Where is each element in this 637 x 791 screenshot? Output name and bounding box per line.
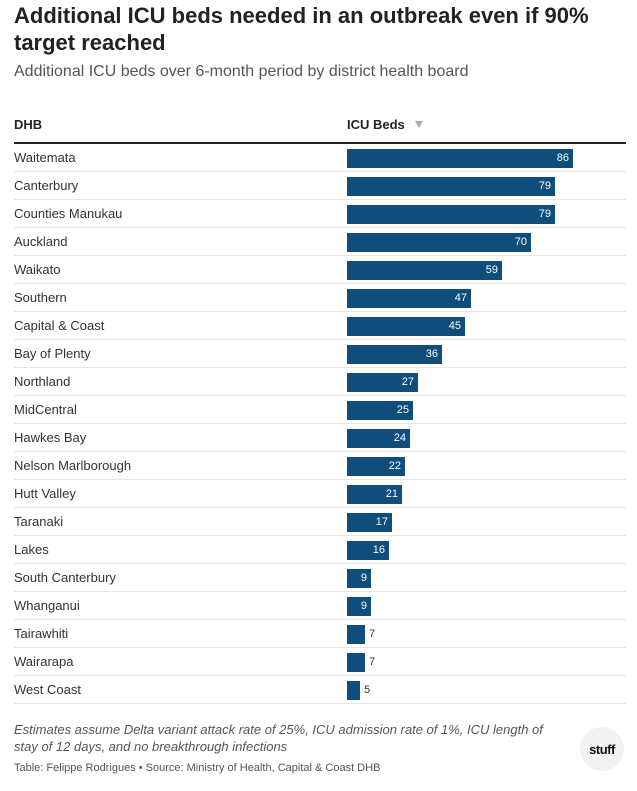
bar xyxy=(347,485,402,504)
dhb-name: Southern xyxy=(14,290,67,305)
bar-value-label: 17 xyxy=(375,516,388,528)
dhb-name: Wairarapa xyxy=(14,654,74,669)
bar-value-label: 9 xyxy=(360,572,367,584)
dhb-name: South Canterbury xyxy=(14,570,116,585)
footnote: Estimates assume Delta variant attack ra… xyxy=(14,722,543,754)
table-row: Lakes 16 xyxy=(14,536,626,564)
dhb-name: Tairawhiti xyxy=(14,626,69,641)
bar xyxy=(347,317,465,336)
bar-value-label: 24 xyxy=(393,432,406,444)
bar xyxy=(347,681,360,700)
table-row: Hutt Valley 21 xyxy=(14,480,626,508)
table-row: Bay of Plenty 36 xyxy=(14,340,626,368)
bar-value-label: 27 xyxy=(401,376,414,388)
dhb-name: Hawkes Bay xyxy=(14,430,87,445)
table-row: Capital & Coast 45 xyxy=(14,312,626,340)
table-row: Canterbury 79 xyxy=(14,172,626,200)
table-row: Northland 27 xyxy=(14,368,626,396)
table-body: Waitemata 86 Canterbury 79 Counties Manukau 7… xyxy=(14,144,626,704)
chart-title: Additional ICU beds needed in an outbrea… xyxy=(14,3,589,55)
table-row: Southern 47 xyxy=(14,284,626,312)
bar-value-label: 45 xyxy=(448,320,461,332)
bar-value-label: 70 xyxy=(514,236,527,248)
bar xyxy=(347,569,371,588)
table-row: Wairarapa 7 xyxy=(14,648,626,676)
column-header-dhb: DHB xyxy=(14,117,43,132)
bar-value-label: 25 xyxy=(396,404,409,416)
table-row: Hawkes Bay 24 xyxy=(14,424,626,452)
dhb-name: Waikato xyxy=(14,262,61,277)
table-row: Waikato 59 xyxy=(14,256,626,284)
data-table: DHB ICU Beds Waitemata 86 Canterbury 79 Coun… xyxy=(14,111,626,704)
dhb-name: Taranaki xyxy=(14,514,64,529)
chart-subtitle: Additional ICU beds over 6-month period … xyxy=(14,63,469,80)
column-header-icu-beds[interactable]: ICU Beds xyxy=(347,117,423,132)
dhb-name: Counties Manukau xyxy=(14,206,123,221)
dhb-name: Whanganui xyxy=(14,598,80,613)
sort-descending-icon[interactable] xyxy=(414,121,423,128)
bar xyxy=(347,653,365,672)
bar-value-label: 9 xyxy=(360,600,367,612)
bar xyxy=(347,429,410,448)
bar-value-label: 86 xyxy=(556,152,569,164)
stuff-logo[interactable]: stuff xyxy=(580,727,624,771)
dhb-name: Bay of Plenty xyxy=(14,346,91,361)
bar xyxy=(347,345,442,364)
bar xyxy=(347,541,389,560)
table-row: Taranaki 17 xyxy=(14,508,626,536)
dhb-name: Waitemata xyxy=(14,150,76,165)
dhb-name: Auckland xyxy=(14,234,68,249)
bar-value-label: 21 xyxy=(385,488,398,500)
bar xyxy=(347,261,502,280)
bar xyxy=(347,205,555,224)
bar xyxy=(347,401,413,420)
table-row: Auckland 70 xyxy=(14,228,626,256)
bar-value-label: 59 xyxy=(485,264,498,276)
bar-value-label: 22 xyxy=(388,460,401,472)
dhb-name: MidCentral xyxy=(14,402,77,417)
table-row: Nelson Marlborough 22 xyxy=(14,452,626,480)
table-row: Whanganui 9 xyxy=(14,592,626,620)
bar-value-label: 7 xyxy=(369,628,376,640)
bar xyxy=(347,457,405,476)
column-header-icu-beds-label: ICU Beds xyxy=(347,117,405,132)
table-row: Waitemata 86 xyxy=(14,144,626,172)
bar xyxy=(347,177,555,196)
bar xyxy=(347,597,371,616)
source-credit: Table: Felippe Rodrigues • Source: Minis… xyxy=(14,762,381,774)
dhb-name: Canterbury xyxy=(14,178,79,193)
bar xyxy=(347,149,573,168)
bar xyxy=(347,625,365,644)
table-row: South Canterbury 9 xyxy=(14,564,626,592)
dhb-name: Nelson Marlborough xyxy=(14,458,132,473)
bar xyxy=(347,289,471,308)
dhb-name: West Coast xyxy=(14,682,81,697)
bar-value-label: 79 xyxy=(538,208,551,220)
table-header: DHB ICU Beds xyxy=(14,111,626,144)
bar xyxy=(347,233,531,252)
dhb-name: Capital & Coast xyxy=(14,318,105,333)
table-row: Counties Manukau 79 xyxy=(14,200,626,228)
bar-value-label: 79 xyxy=(538,180,551,192)
dhb-name: Lakes xyxy=(14,542,49,557)
bar-value-label: 5 xyxy=(364,684,371,696)
table-row: Tairawhiti 7 xyxy=(14,620,626,648)
dhb-name: Hutt Valley xyxy=(14,486,76,501)
bar-value-label: 16 xyxy=(372,544,385,556)
bar-value-label: 7 xyxy=(369,656,376,668)
table-row: MidCentral 25 xyxy=(14,396,626,424)
bar-value-label: 47 xyxy=(454,292,467,304)
dhb-name: Northland xyxy=(14,374,71,389)
bar xyxy=(347,373,418,392)
bar xyxy=(347,513,392,532)
bar-value-label: 36 xyxy=(425,348,438,360)
table-row: West Coast 5 xyxy=(14,676,626,704)
